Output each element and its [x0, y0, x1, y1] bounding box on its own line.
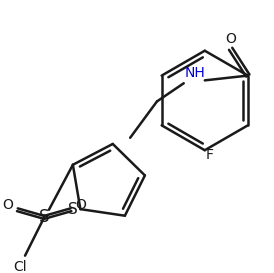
Text: O: O: [2, 198, 13, 212]
Text: S: S: [39, 208, 49, 226]
Text: S: S: [68, 202, 78, 217]
Text: O: O: [225, 32, 236, 46]
Text: Cl: Cl: [13, 260, 27, 273]
Text: NH: NH: [185, 66, 206, 80]
Text: O: O: [75, 198, 86, 212]
Text: F: F: [206, 148, 213, 162]
